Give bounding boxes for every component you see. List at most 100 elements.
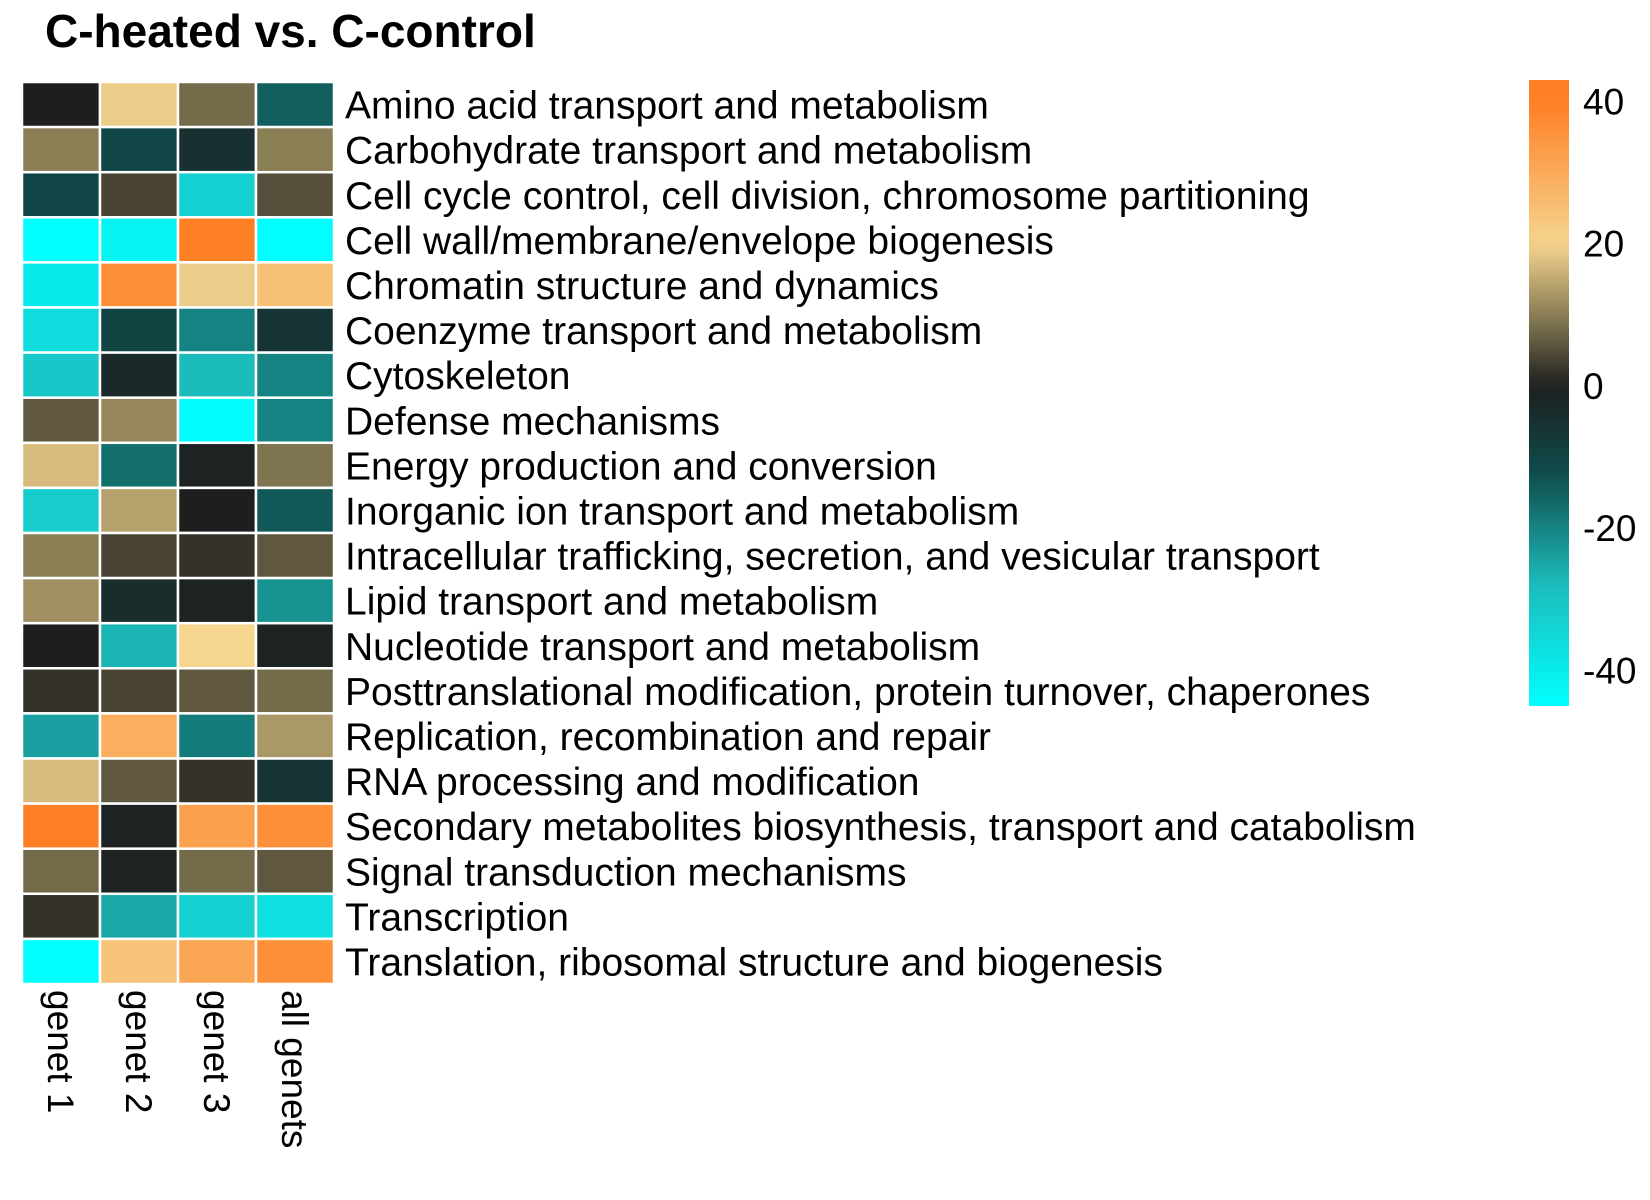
row-label: Cell wall/membrane/envelope biogenesis — [345, 220, 1054, 263]
heatmap-cell — [176, 441, 258, 490]
heatmap-cell — [254, 847, 336, 896]
row-label: Intracellular trafficking, secretion, an… — [345, 536, 1320, 579]
heatmap-cell — [176, 667, 258, 715]
heatmap-cell — [98, 757, 180, 805]
heatmap-cell — [176, 486, 258, 535]
heatmap-cell — [176, 125, 258, 174]
heatmap-cell — [20, 576, 102, 625]
column-labels: genet 1 genet 2 genet 3 all genets — [40, 990, 315, 1148]
heatmap-cell — [98, 576, 180, 625]
heatmap-cell — [20, 306, 102, 354]
colorbar-tick-label: 40 — [1583, 81, 1624, 122]
heatmap-cell — [176, 712, 258, 760]
row-label: Cell cycle control, cell division, chrom… — [345, 175, 1310, 218]
heatmap-cell — [20, 351, 102, 399]
row-label: Chromatin structure and dynamics — [345, 265, 939, 308]
colorbar-tick-label: 0 — [1583, 366, 1604, 407]
row-label: Cytoskeleton — [345, 355, 570, 398]
heatmap-cell — [98, 667, 180, 715]
heatmap-cell — [98, 937, 180, 986]
row-label: Amino acid transport and metabolism — [345, 85, 989, 128]
heatmap-cell — [98, 802, 180, 850]
heatmap-cell — [98, 125, 180, 174]
colorbar-tick-label: -20 — [1583, 508, 1636, 549]
heatmap-cell — [20, 757, 102, 805]
heatmap-cell — [254, 216, 336, 264]
row-labels: Amino acid transport and metabolismCarbo… — [345, 85, 1416, 985]
heatmap-cell — [98, 892, 180, 941]
heatmap-cell — [176, 621, 258, 670]
heatmap-cell — [20, 802, 102, 850]
column-label: genet 3 — [196, 990, 237, 1113]
heatmap-cell — [98, 847, 180, 896]
heatmap-cell — [254, 892, 336, 941]
heatmap-cell — [176, 80, 258, 129]
row-label: RNA processing and modification — [345, 761, 919, 804]
heatmap-cell — [176, 396, 258, 445]
heatmap-cell — [254, 937, 336, 986]
heatmap-cell — [176, 531, 258, 580]
heatmap-cell — [176, 216, 258, 264]
heatmap-cell — [254, 125, 336, 174]
heatmap-cell — [98, 351, 180, 399]
heatmap-cell — [176, 170, 258, 219]
heatmap-cell — [176, 802, 258, 850]
colorbar-ticks: 40 20 0 -20 -40 — [1583, 81, 1636, 691]
heatmap-cell — [20, 170, 102, 219]
heatmap-cell — [20, 892, 102, 941]
heatmap-cell — [98, 621, 180, 670]
heatmap-cell — [98, 441, 180, 490]
heatmap-cell — [20, 621, 102, 670]
heatmap-cell — [176, 306, 258, 354]
row-label: Inorganic ion transport and metabolism — [345, 490, 1019, 533]
heatmap-cell — [20, 396, 102, 445]
heatmap-cell — [98, 170, 180, 219]
heatmap-cell — [254, 261, 336, 309]
heatmap-cell — [98, 261, 180, 309]
row-label: Coenzyme transport and metabolism — [345, 310, 982, 353]
heatmap-cells — [20, 80, 336, 986]
row-label: Secondary metabolites biosynthesis, tran… — [345, 806, 1416, 849]
row-label: Carbohydrate transport and metabolism — [345, 130, 1032, 173]
heatmap-cell — [254, 531, 336, 580]
heatmap-cell — [176, 351, 258, 399]
row-label: Replication, recombination and repair — [345, 716, 991, 759]
heatmap-cell — [98, 216, 180, 264]
heatmap-cell — [176, 757, 258, 805]
heatmap-cell — [98, 486, 180, 535]
heatmap-cell — [20, 216, 102, 264]
row-label: Defense mechanisms — [345, 400, 720, 443]
heatmap-cell — [254, 802, 336, 850]
heatmap-cell — [20, 937, 102, 986]
heatmap-cell — [98, 531, 180, 580]
column-label: all genets — [274, 990, 315, 1148]
heatmap-cell — [254, 80, 336, 129]
heatmap-cell — [254, 351, 336, 399]
heatmap-cell — [254, 576, 336, 625]
heatmap-cell — [254, 486, 336, 535]
chart-title: C-heated vs. C-control — [45, 5, 536, 57]
heatmap-cell — [20, 80, 102, 129]
heatmap-cell — [254, 396, 336, 445]
row-label: Lipid transport and metabolism — [345, 581, 878, 624]
heatmap-cell — [20, 125, 102, 174]
heatmap-cell — [20, 847, 102, 896]
row-label: Energy production and conversion — [345, 445, 937, 488]
heatmap-cell — [254, 306, 336, 354]
colorbar — [1529, 80, 1569, 706]
row-label: Posttranslational modification, protein … — [345, 671, 1370, 714]
heatmap-cell — [254, 621, 336, 670]
heatmap-cell — [176, 847, 258, 896]
column-label: genet 2 — [118, 990, 159, 1113]
heatmap-cell — [98, 396, 180, 445]
heatmap-cell — [98, 80, 180, 129]
heatmap-cell — [254, 667, 336, 715]
heatmap-cell — [254, 441, 336, 490]
colorbar-tick-label: -40 — [1583, 650, 1636, 691]
heatmap-cell — [20, 712, 102, 760]
row-label: Signal transduction mechanisms — [345, 851, 906, 894]
heatmap-cell — [98, 712, 180, 760]
heatmap-cell — [20, 667, 102, 715]
column-label: genet 1 — [40, 990, 81, 1113]
